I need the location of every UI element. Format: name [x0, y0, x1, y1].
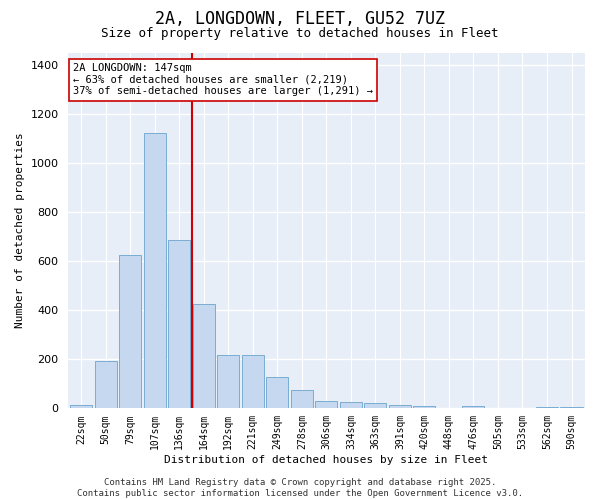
Bar: [364, 403, 386, 408]
X-axis label: Distribution of detached houses by size in Fleet: Distribution of detached houses by size …: [164, 455, 488, 465]
Bar: [95, 362, 117, 408]
Bar: [144, 134, 166, 408]
Bar: [291, 390, 313, 408]
Text: 2A, LONGDOWN, FLEET, GU52 7UZ: 2A, LONGDOWN, FLEET, GU52 7UZ: [155, 10, 445, 28]
Bar: [536, 406, 558, 408]
Bar: [560, 406, 583, 408]
Text: 2A LONGDOWN: 147sqm
← 63% of detached houses are smaller (2,219)
37% of semi-det: 2A LONGDOWN: 147sqm ← 63% of detached ho…: [73, 63, 373, 96]
Bar: [193, 304, 215, 408]
Bar: [389, 406, 411, 408]
Bar: [217, 355, 239, 408]
Bar: [119, 254, 141, 408]
Bar: [168, 240, 190, 408]
Bar: [266, 378, 289, 408]
Text: Contains HM Land Registry data © Crown copyright and database right 2025.
Contai: Contains HM Land Registry data © Crown c…: [77, 478, 523, 498]
Y-axis label: Number of detached properties: Number of detached properties: [15, 132, 25, 328]
Bar: [242, 355, 264, 408]
Bar: [413, 406, 436, 408]
Bar: [340, 402, 362, 408]
Bar: [463, 406, 484, 408]
Bar: [70, 405, 92, 408]
Bar: [316, 402, 337, 408]
Text: Size of property relative to detached houses in Fleet: Size of property relative to detached ho…: [101, 28, 499, 40]
